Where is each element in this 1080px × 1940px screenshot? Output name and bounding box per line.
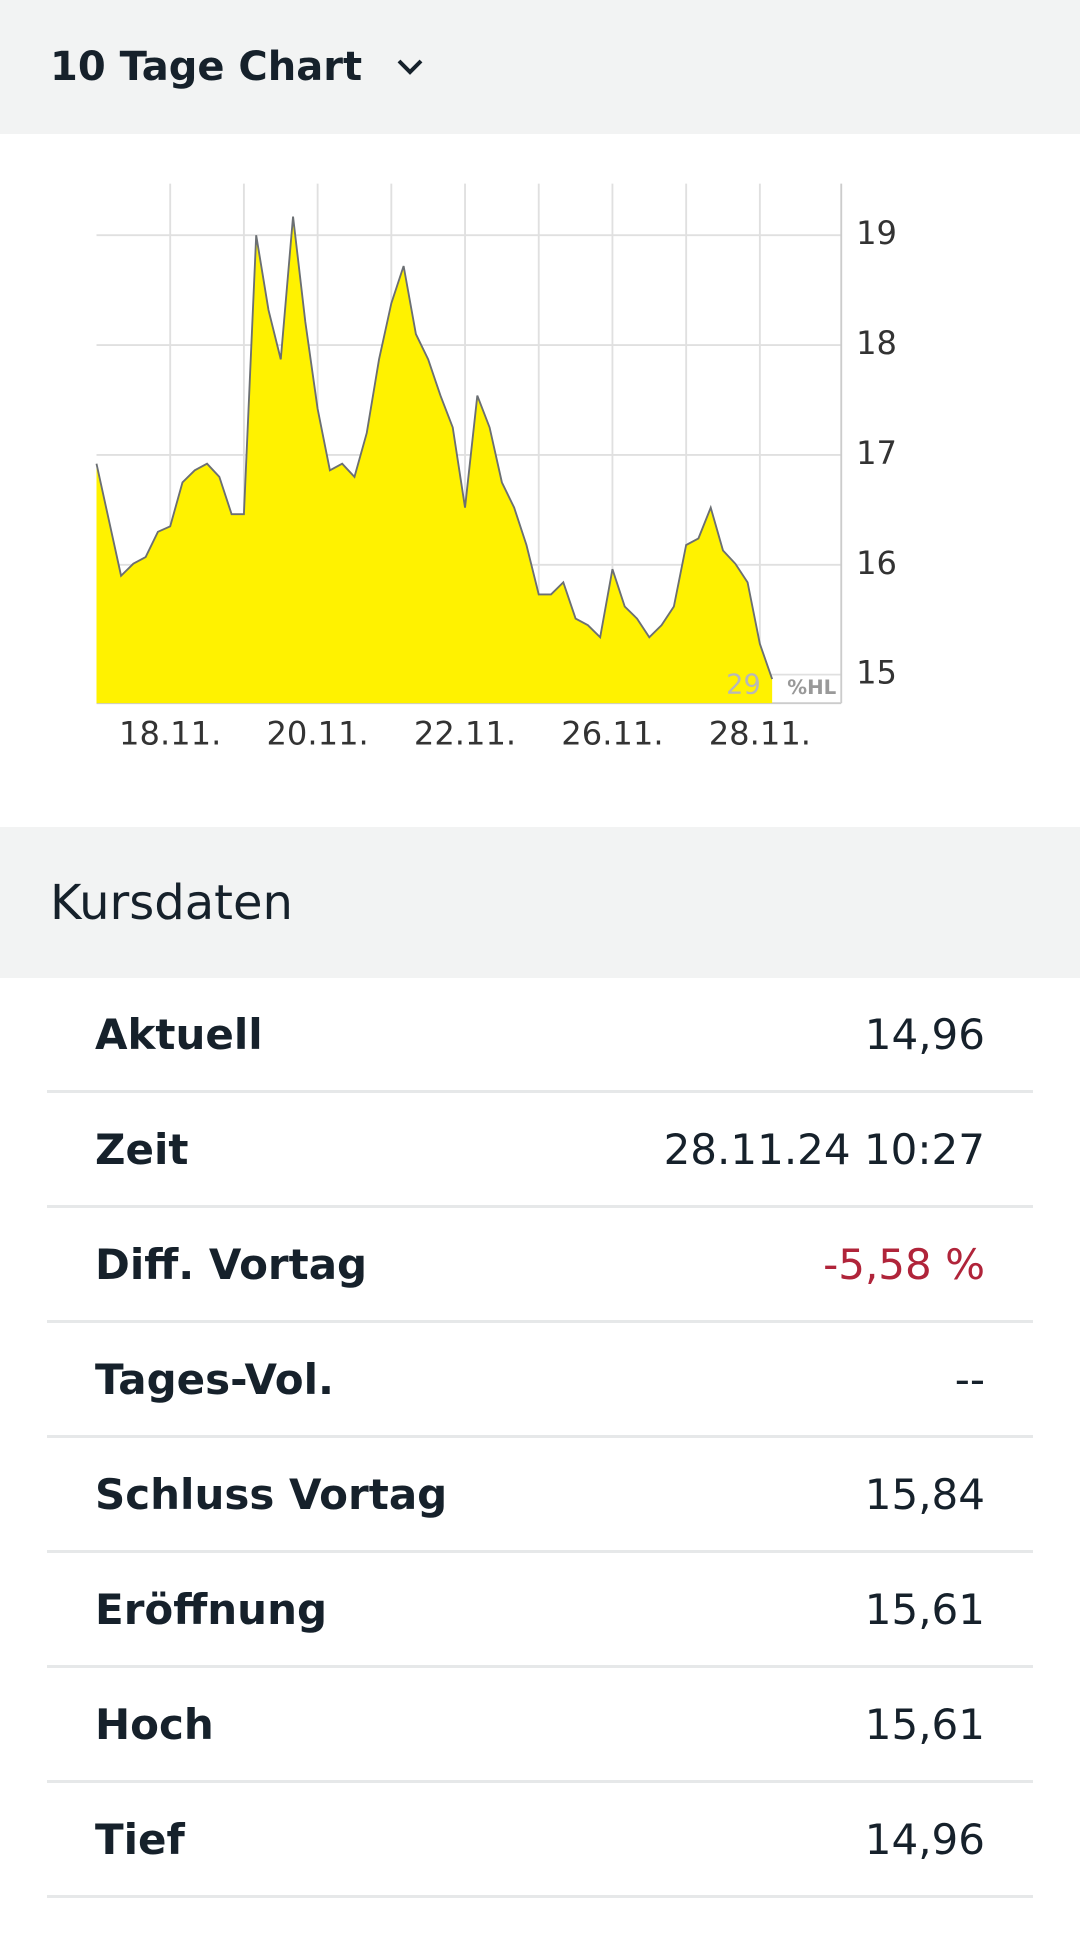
y-tick-label: 15 <box>856 654 897 692</box>
table-row: Diff. Vortag -5,58 % <box>47 1208 1033 1323</box>
table-row: Tief 14,96 <box>47 1783 1033 1898</box>
y-tick-label: 19 <box>856 214 897 252</box>
table-row: Hoch 15,61 <box>47 1668 1033 1783</box>
row-label: Tages-Vol. <box>95 1354 334 1404</box>
row-label: Schluss Vortag <box>95 1469 448 1519</box>
chart: 15 16 17 18 19 18.11. 20.11. 22.11. 26.11. 28.11.… <box>95 183 897 752</box>
area-fill <box>96 216 773 704</box>
section-title: Kursdaten <box>50 874 293 931</box>
row-value: 15,61 <box>864 1584 985 1634</box>
row-label: Aktuell <box>95 1009 263 1059</box>
price-line <box>95 216 774 680</box>
y-tick-label: 17 <box>856 434 897 472</box>
x-tick-label: 26.11. <box>561 714 663 752</box>
section-header: Kursdaten <box>0 827 1080 978</box>
x-tick-label: 22.11. <box>414 714 516 752</box>
table-row: Schluss Vortag 15,84 <box>47 1438 1033 1553</box>
watermark: 29 <box>726 669 761 700</box>
chart-header[interactable]: 10 Tage Chart <box>0 0 1080 134</box>
row-value: 14,96 <box>864 1009 985 1059</box>
y-tick-label: 16 <box>856 544 897 582</box>
watermark: %HL <box>787 676 836 699</box>
table-row: Tages-Vol. -- <box>47 1323 1033 1438</box>
dropdown-chevron[interactable] <box>396 57 424 77</box>
row-label: Hoch <box>95 1699 214 1749</box>
row-label: Tief <box>95 1814 185 1864</box>
row-label: Eröffnung <box>95 1584 328 1634</box>
row-value: 14,96 <box>864 1814 985 1864</box>
x-tick-label: 28.11. <box>709 714 811 752</box>
x-tick-label: 18.11. <box>119 714 221 752</box>
table-row: Aktuell 14,96 <box>47 978 1033 1093</box>
row-value: 15,84 <box>864 1469 985 1519</box>
row-label: Diff. Vortag <box>95 1239 368 1289</box>
row-label: Zeit <box>95 1124 189 1174</box>
header-title: 10 Tage Chart <box>50 44 363 90</box>
table-row: Zeit 28.11.24 10:27 <box>47 1093 1033 1208</box>
row-value: -5,58 % <box>823 1239 985 1289</box>
table-row: Eröffnung 15,61 <box>47 1553 1033 1668</box>
y-tick-label: 18 <box>856 324 897 362</box>
data-table: Aktuell 14,96 Zeit 28.11.24 10:27 Diff. Vort… <box>47 978 1033 1898</box>
x-tick-label: 20.11. <box>266 714 368 752</box>
row-value: 28.11.24 10:27 <box>663 1124 985 1174</box>
row-value: 15,61 <box>864 1699 985 1749</box>
row-value: -- <box>954 1354 985 1404</box>
